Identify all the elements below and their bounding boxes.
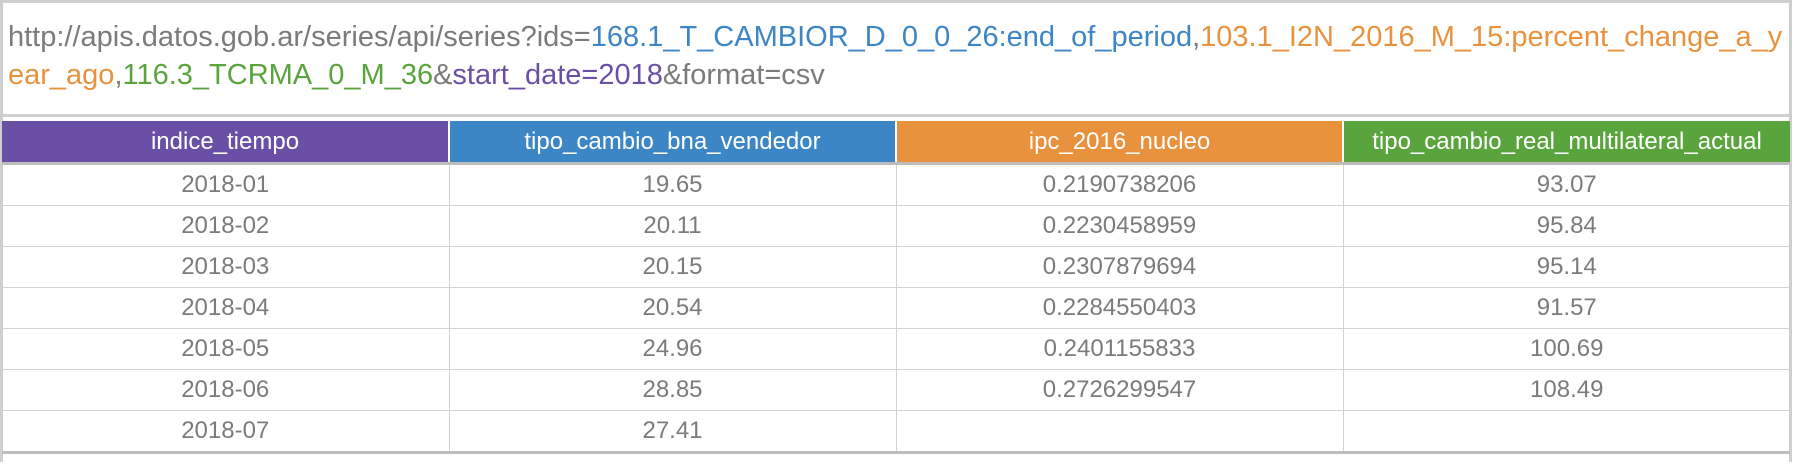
table-cell[interactable]: [896, 410, 1344, 454]
table-cell[interactable]: 95.84: [1343, 205, 1790, 247]
table-row: 2018-04 20.54 0.2284550403 91.57: [2, 287, 1790, 329]
table-cell[interactable]: 100.69: [1343, 328, 1790, 370]
url-base: http://apis.datos.gob.ar/series/api/seri…: [8, 21, 591, 53]
table-row: 2018-01 19.65 0.2190738206 93.07: [2, 163, 1790, 206]
table-cell[interactable]: 2018-05: [2, 328, 450, 370]
table-row: 2018-06 28.85 0.2726299547 108.49: [2, 369, 1790, 411]
table-cell[interactable]: 20.11: [449, 205, 897, 247]
table-cell[interactable]: 20.54: [449, 287, 897, 329]
column-header-tipo-cambio-real-multilateral[interactable]: tipo_cambio_real_multilateral_actual: [1343, 121, 1790, 164]
csv-table: indice_tiempo tipo_cambio_bna_vendedor i…: [2, 121, 1790, 454]
url-separator: ,: [1192, 21, 1201, 53]
table-cell[interactable]: 19.65: [449, 163, 897, 206]
url-ampersand: &: [433, 59, 453, 91]
api-url-text: http://apis.datos.gob.ar/series/api/seri…: [8, 18, 1784, 94]
table-cell[interactable]: 95.14: [1343, 246, 1790, 288]
url-series-id-real-exchange: 116.3_TCRMA_0_M_36: [122, 59, 434, 91]
table-cell[interactable]: 2018-02: [2, 205, 450, 247]
table-cell[interactable]: 20.15: [449, 246, 897, 288]
table-cell[interactable]: 2018-04: [2, 287, 450, 329]
table-row: 2018-05 24.96 0.2401155833 100.69: [2, 328, 1790, 370]
column-header-tipo-cambio-bna-vendedor[interactable]: tipo_cambio_bna_vendedor: [449, 121, 897, 164]
table-cell[interactable]: [1343, 410, 1790, 454]
table-row: 2018-07 27.41: [2, 410, 1790, 454]
url-start-date-param: start_date=2018: [452, 59, 663, 91]
url-series-id-ipc: 103.1_I2N_2016_M_15:percent_change_a_yea…: [8, 21, 1783, 91]
table-cell[interactable]: 108.49: [1343, 369, 1790, 411]
table-cell[interactable]: 91.57: [1343, 287, 1790, 329]
url-format-param: &format=csv: [662, 59, 825, 91]
table-cell[interactable]: 0.2230458959: [896, 205, 1344, 247]
table-row: 2018-03 20.15 0.2307879694 95.14: [2, 246, 1790, 288]
table-cell[interactable]: 2018-07: [2, 410, 450, 454]
table-cell[interactable]: 24.96: [449, 328, 897, 370]
table-cell[interactable]: 2018-01: [2, 163, 450, 206]
table-cell[interactable]: 0.2284550403: [896, 287, 1344, 329]
table-cell[interactable]: 0.2307879694: [896, 246, 1344, 288]
url-separator: ,: [114, 59, 123, 91]
table-cell[interactable]: 2018-06: [2, 369, 450, 411]
column-header-ipc-2016-nucleo[interactable]: ipc_2016_nucleo: [896, 121, 1344, 164]
table-cell[interactable]: 93.07: [1343, 163, 1790, 206]
table-cell[interactable]: 0.2401155833: [896, 328, 1344, 370]
table-cell[interactable]: 28.85: [449, 369, 897, 411]
header-row: indice_tiempo tipo_cambio_bna_vendedor i…: [2, 121, 1790, 164]
table-cell[interactable]: 0.2190738206: [896, 163, 1344, 206]
column-header-indice-tiempo[interactable]: indice_tiempo: [2, 121, 450, 164]
url-divider: [0, 114, 1792, 117]
table-cell[interactable]: 2018-03: [2, 246, 450, 288]
table-cell[interactable]: 0.2726299547: [896, 369, 1344, 411]
table-cell[interactable]: 27.41: [449, 410, 897, 454]
url-series-id-exchange-rate: 168.1_T_CAMBIOR_D_0_0_26:end_of_period: [590, 21, 1193, 53]
table-row: 2018-02 20.11 0.2230458959 95.84: [2, 205, 1790, 247]
